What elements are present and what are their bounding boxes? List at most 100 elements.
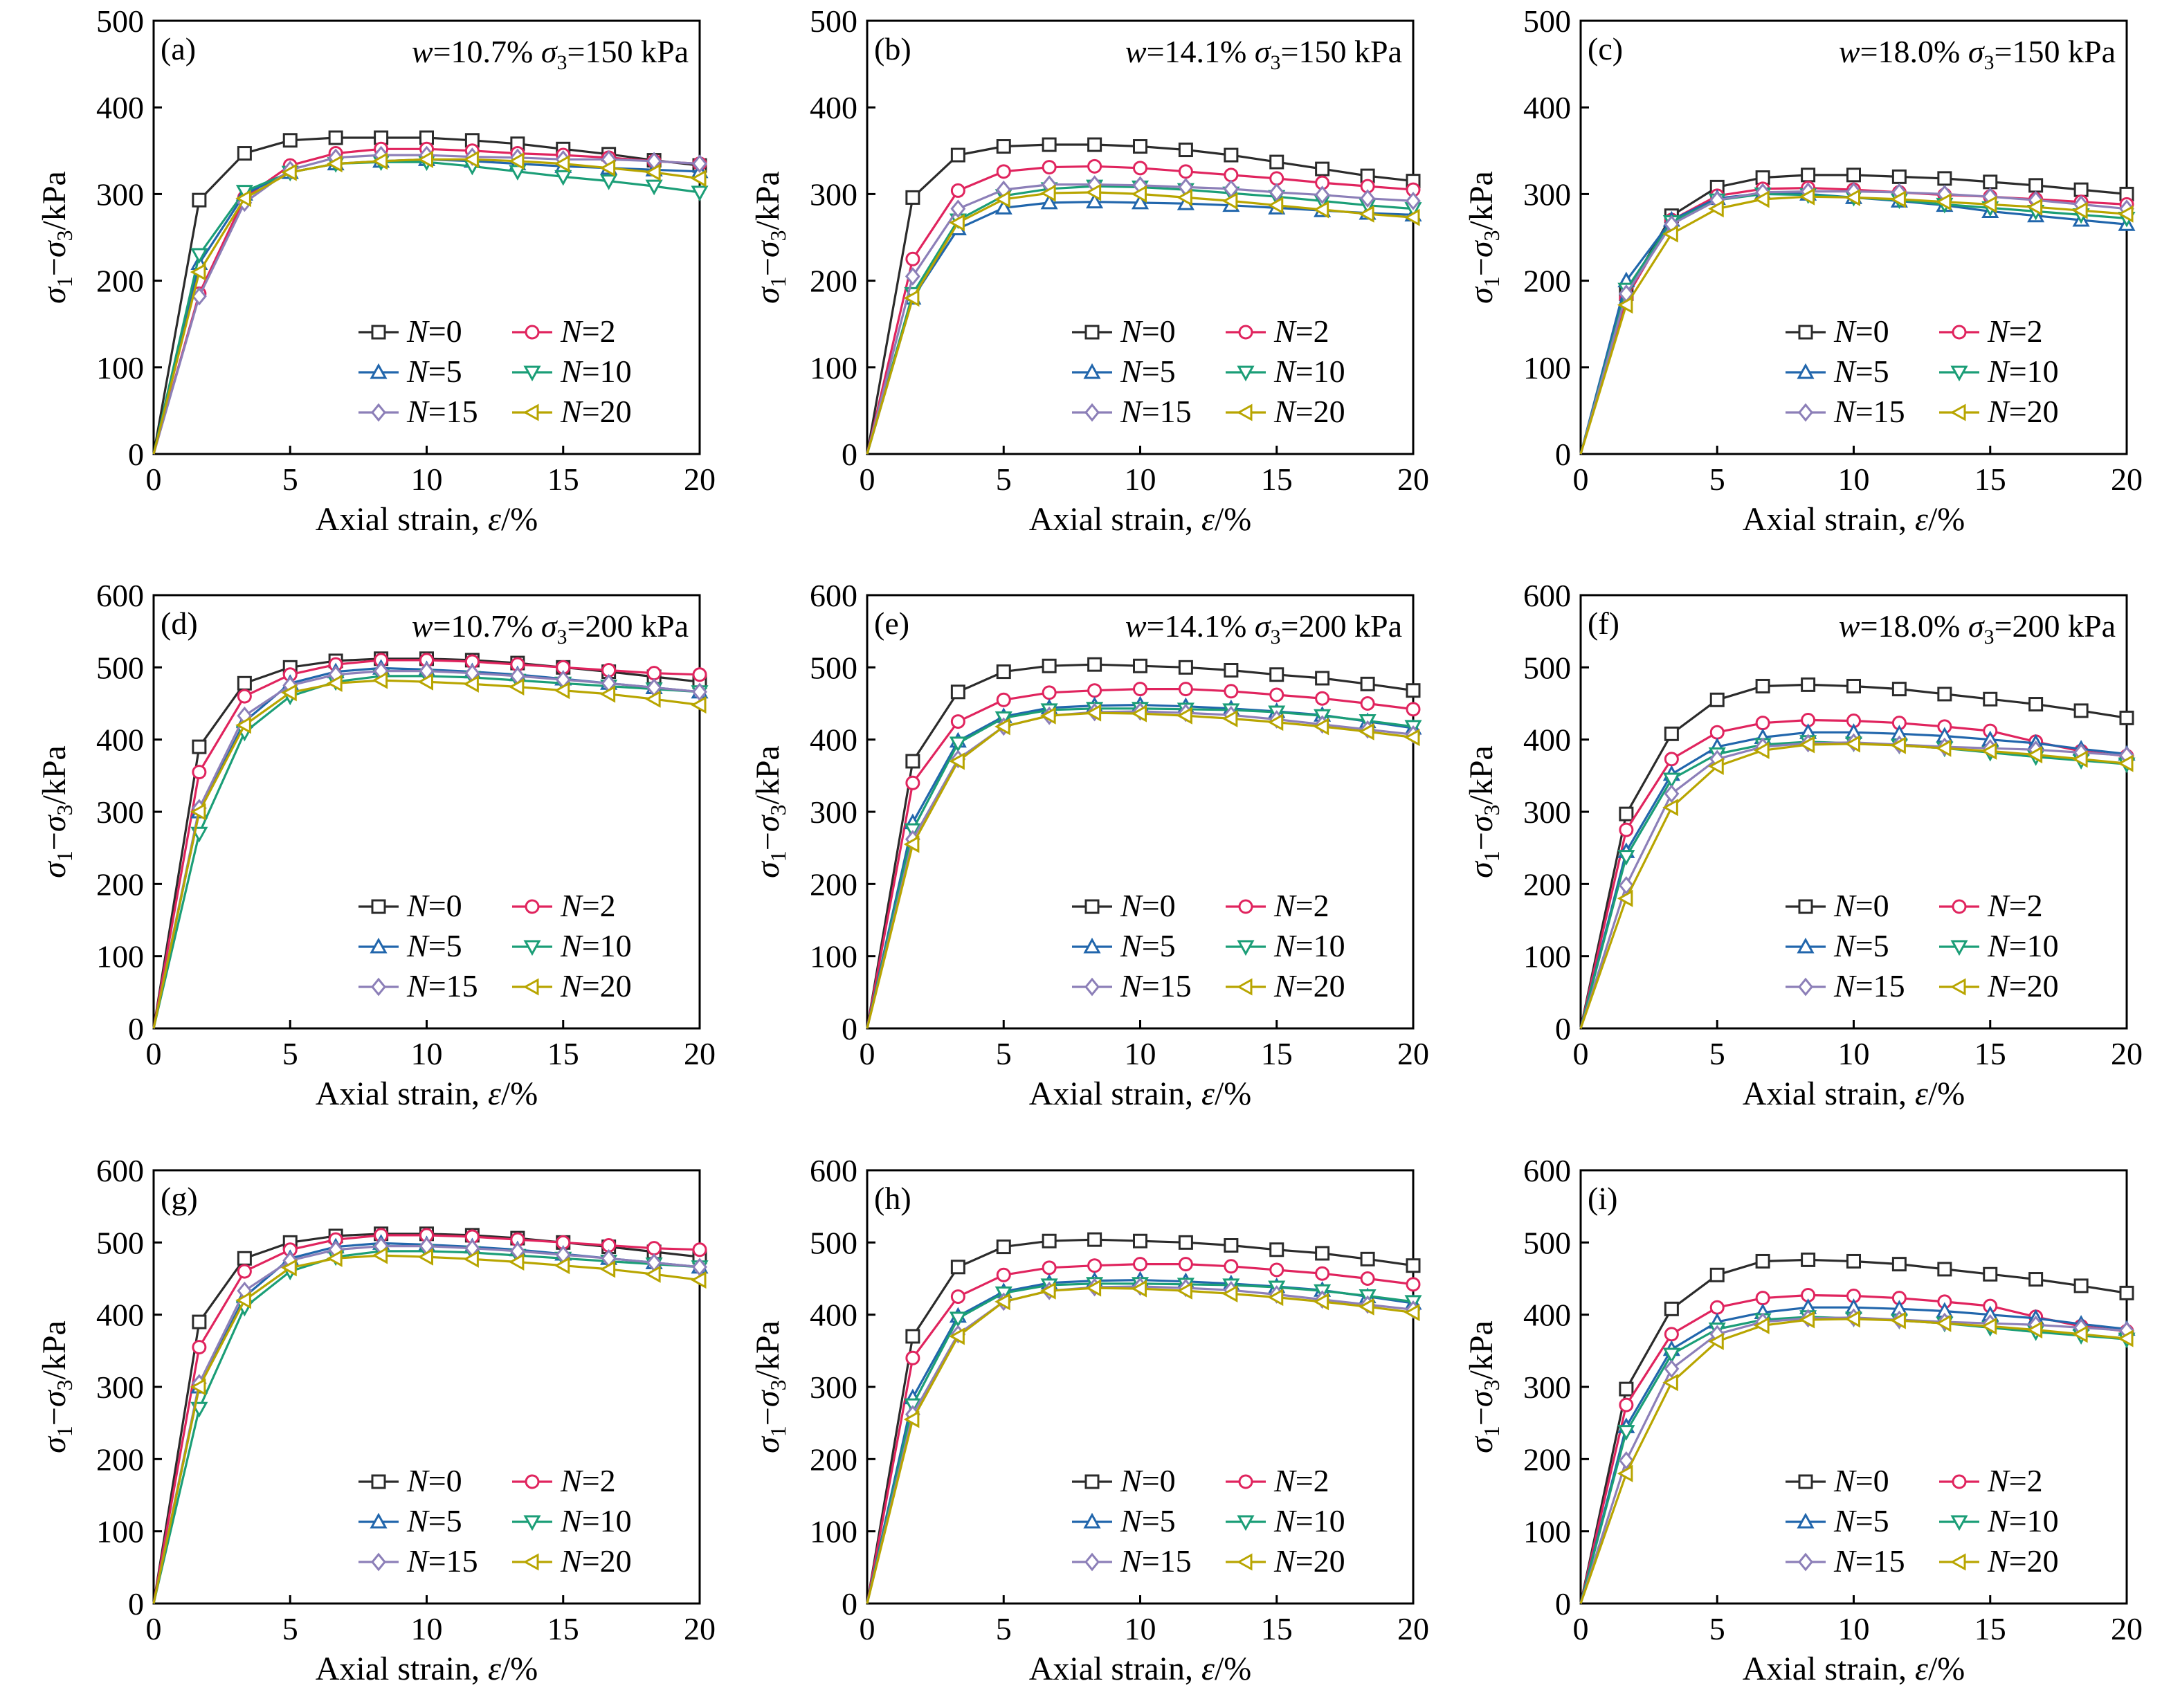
series-N-0 (866, 1232, 1421, 1604)
y-tick-label: 400 (1523, 723, 1571, 758)
title-subscript: 3 (1984, 51, 1995, 74)
y-axis-label-subscript: 1 (1479, 851, 1504, 862)
data-point (996, 139, 1011, 154)
legend-marker (371, 1552, 386, 1572)
y-axis-label-unit: /kPa (1463, 745, 1500, 804)
legend-marker (1083, 937, 1101, 954)
legend-n-value: 5 (1873, 354, 1889, 389)
legend-label: N=5 (406, 928, 462, 963)
x-tick-label: 10 (411, 462, 443, 497)
legend-marker (371, 325, 386, 340)
legend-label: N=10 (560, 928, 632, 963)
y-axis-label-minus: − (1463, 257, 1500, 276)
y-axis-label-sigma: σ (750, 286, 786, 304)
y-axis-label-unit: /kPa (750, 745, 786, 804)
legend-marker (1238, 899, 1253, 914)
y-axis-label-subscript: 3 (1479, 230, 1504, 241)
legend-n-value: 2 (600, 1463, 616, 1498)
data-point (1042, 1233, 1057, 1248)
legend-label: N=0 (406, 1463, 462, 1498)
legend-n-value: 15 (446, 1543, 478, 1579)
legend-equals: = (1296, 1463, 1314, 1498)
legend-marker (1950, 365, 1968, 382)
legend-marker (1952, 1474, 1967, 1489)
data-point (600, 174, 618, 190)
y-axis-label-unit: /kPa (36, 1320, 73, 1379)
y-tick-label: 200 (96, 866, 144, 902)
x-axis-label-unit: /% (1928, 501, 1965, 538)
legend-label: N=2 (560, 1463, 616, 1498)
x-tick-label: 15 (547, 1611, 579, 1646)
series-N-20 (866, 183, 1420, 455)
x-axis-label-symbol: ε (1201, 1075, 1215, 1112)
data-point (949, 1311, 967, 1327)
legend-marker (1797, 937, 1815, 954)
legend-n-value: 2 (2027, 1463, 2043, 1498)
y-tick-label: 0 (842, 1011, 857, 1046)
data-point (1404, 1303, 1420, 1322)
data-point (1269, 1242, 1284, 1257)
legend-n-value: 0 (1160, 314, 1176, 349)
data-point (1178, 682, 1193, 697)
legend-marker (1952, 899, 1967, 914)
x-axis-label: Axial strain, ε/% (1029, 1651, 1252, 1687)
data-point (1617, 1425, 1635, 1441)
legend-label: N=5 (1120, 928, 1176, 963)
data-point (1937, 1262, 1952, 1277)
y-tick-label: 500 (1523, 1225, 1571, 1260)
data-point (905, 266, 920, 286)
data-point (1755, 1291, 1770, 1306)
series-N-2 (152, 653, 707, 1029)
y-axis-label-sigma: σ (750, 1435, 786, 1453)
data-point (1224, 684, 1239, 699)
y-tick-label: 0 (128, 1586, 144, 1621)
legend-label: N=0 (406, 888, 462, 923)
data-point (508, 678, 525, 696)
y-tick-label: 400 (1523, 1298, 1571, 1333)
panel-label: (h) (874, 1181, 911, 1216)
legend-label: N=20 (560, 968, 632, 1003)
panel-label: (e) (874, 606, 909, 641)
data-point (2026, 746, 2043, 764)
legend-label: N=20 (1273, 394, 1345, 429)
legend-n-value: 5 (446, 354, 462, 389)
data-point (1178, 660, 1193, 675)
data-point (1891, 1257, 1907, 1272)
legend-label: N=20 (560, 394, 632, 429)
legend-n-symbol: N (1987, 928, 2010, 963)
legend-marker (1798, 325, 1813, 340)
data-point (1267, 1289, 1284, 1307)
data-point (192, 1314, 207, 1329)
x-tick-label: 5 (1709, 1611, 1725, 1646)
x-tick-label: 5 (996, 1611, 1012, 1646)
chart-title: w=18.0% σ3=150 kPa (1839, 34, 2116, 74)
legend-n-value: 5 (1160, 928, 1176, 963)
x-axis-label-symbol: ε (1915, 1651, 1928, 1687)
legend-item: N=2 (1226, 1463, 1329, 1498)
x-tick-label: 20 (684, 462, 716, 497)
data-point (950, 199, 966, 219)
data-point (1269, 667, 1284, 682)
title-moisture-value: =18.0% (1860, 34, 1968, 69)
legend-marker (370, 1512, 388, 1529)
legend-equals: = (1296, 968, 1314, 1003)
data-point (2028, 697, 2044, 712)
legend-marker (523, 940, 541, 956)
data-point (1042, 160, 1057, 175)
legend-label: N=10 (560, 1503, 632, 1538)
data-point (1406, 683, 1421, 698)
data-point (692, 1257, 707, 1277)
legend-item: N=0 (1072, 888, 1176, 923)
data-point (1844, 188, 1860, 206)
legend-marker (1237, 365, 1255, 382)
legend-n-symbol: N (406, 394, 430, 429)
data-point (1315, 1246, 1330, 1261)
legend-item: N=20 (1939, 1543, 2059, 1579)
data-point (599, 685, 616, 703)
legend-equals: = (2009, 888, 2027, 923)
data-point (599, 159, 616, 177)
legend-n-symbol: N (406, 1503, 430, 1538)
data-point (1131, 1280, 1147, 1298)
data-point (1360, 189, 1376, 208)
x-axis-label-symbol: ε (1201, 501, 1215, 538)
